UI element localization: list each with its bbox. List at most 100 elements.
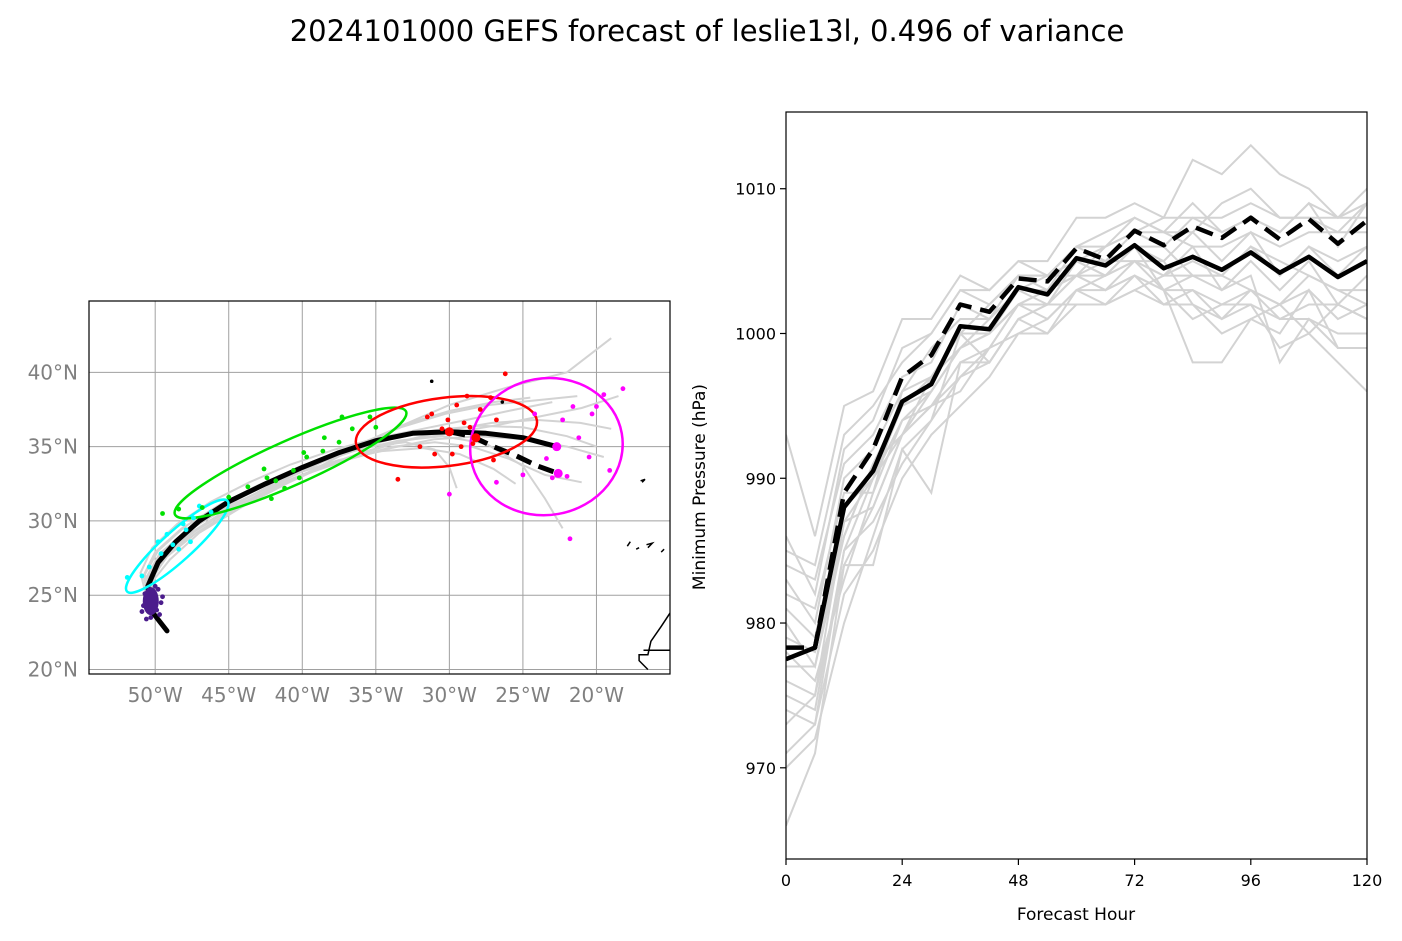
member-point-t2-7 (291, 468, 296, 473)
coastline-6 (677, 543, 686, 549)
member-point-t2-19 (282, 485, 288, 491)
pressure-member-14 (786, 259, 1367, 827)
lat-tick-label-1: 25°N (28, 583, 78, 607)
member-point-t3-5 (461, 420, 467, 426)
member-point-t2-15 (268, 496, 274, 502)
member-point-t3-15 (424, 414, 430, 420)
member-point-t4-3 (532, 411, 538, 417)
pressure-member-16 (786, 288, 1367, 726)
y-tick-label-1: 980 (745, 614, 776, 633)
map-coastlines (626, 478, 686, 671)
pressure-panel: 0 24 48 72 96 120 970 980 990 1000 1010 Forecast H… (690, 111, 1382, 925)
member-point-t2-11 (349, 426, 355, 432)
lon-tick-label-0: 50°W (128, 683, 183, 707)
coastline-4 (626, 541, 631, 547)
mean-marker-t3-1 (471, 433, 481, 443)
member-track-8 (142, 447, 517, 600)
pressure-dashed-line (786, 215, 1367, 650)
mean-track-solid (145, 429, 560, 634)
member-point-t4-2 (520, 472, 526, 478)
x-tick-label-4: 96 (1241, 871, 1261, 890)
member-point-t2-14 (321, 435, 327, 441)
member-point-t0-14 (160, 594, 165, 600)
ellipse-t3 (354, 394, 539, 469)
member-point-t2-4 (245, 484, 251, 490)
member-point-t4-7 (567, 536, 573, 542)
member-point-t2-8 (304, 454, 310, 460)
lon-tick-label-5: 25°W (495, 683, 550, 707)
lat-tick-label-3: 35°N (28, 435, 78, 459)
y-tick-label-0: 970 (745, 759, 776, 778)
map-panel: 50°W 45°W 40°W 35°W 30°W 25°W 20°W 20°N 25°N 30°N… (28, 300, 686, 707)
pressure-solid-line (786, 242, 1367, 662)
member-point-t3-18 (467, 424, 473, 430)
member-point-t4-15 (601, 392, 607, 398)
member-point-t2-0 (160, 511, 165, 516)
member-point-t4-11 (620, 386, 626, 392)
pressure-member-12 (786, 274, 1367, 726)
x-tick-label-0: 0 (781, 871, 791, 890)
member-point-t3-0 (395, 476, 401, 482)
pressure-member-0 (786, 143, 1367, 537)
pressure-member-lines (786, 143, 1367, 827)
member-point-t2-20 (373, 424, 379, 430)
member-point-t2-12 (339, 414, 345, 420)
pressure-frame (785, 111, 1368, 860)
lat-tick-label-0: 20°N (28, 658, 78, 682)
member-point-t2-9 (320, 448, 326, 454)
lon-tick-label-3: 35°W (348, 683, 403, 707)
lon-tick-label-2: 40°W (275, 683, 330, 707)
map-frame (88, 300, 671, 675)
x-tick-label-5: 120 (1352, 871, 1383, 890)
figure-title: 2024101000 GEFS forecast of leslie13l, 0… (290, 14, 1125, 48)
member-point-t0-8 (158, 600, 164, 606)
member-point-t4-5 (560, 417, 566, 423)
y-tick-label-2: 990 (745, 469, 776, 488)
lon-tick-label-6: 20°W (569, 683, 624, 707)
member-point-t2-3 (226, 494, 232, 500)
x-axis-label: Forecast Hour (1017, 905, 1135, 925)
pressure-ticks: 0 24 48 72 96 120 970 980 990 1000 1010 (735, 180, 1382, 890)
y-tick-label-4: 1010 (735, 180, 776, 199)
member-point-t2-16 (296, 475, 302, 481)
point-cluster-t0 (142, 587, 159, 616)
member-point-t4-6 (570, 404, 576, 409)
member-point-t3-3 (439, 426, 445, 432)
coastline-5 (635, 547, 640, 550)
member-point-t0-5 (155, 586, 161, 592)
member-point-t0-6 (139, 609, 145, 614)
map-grid (89, 301, 670, 674)
member-point-t3-14 (445, 417, 451, 423)
member-point-t3-4 (449, 451, 455, 457)
ellipse-t2 (173, 406, 408, 520)
member-point-t1-9 (208, 509, 214, 515)
member-point-t1-1 (146, 564, 152, 570)
coastline-0 (638, 612, 670, 671)
member-track-10 (139, 401, 553, 597)
x-tick-label-1: 24 (892, 871, 912, 890)
member-point-t1-10 (155, 539, 161, 545)
member-point-t4-10 (607, 468, 613, 473)
member-point-t2-2 (199, 505, 205, 510)
coastline-3 (660, 548, 665, 553)
member-point-t1-6 (176, 546, 182, 552)
pressure-member-17 (786, 245, 1367, 755)
member-point-t4-13 (576, 435, 582, 441)
mean-marker-t4-2 (552, 442, 562, 452)
mean-marker-t3-0 (444, 427, 454, 437)
member-point-t4-14 (589, 411, 595, 417)
ellipse-t4 (468, 376, 624, 517)
member-point-t4-12 (564, 473, 570, 479)
map-tick-labels: 50°W 45°W 40°W 35°W 30°W 25°W 20°W 20°N 25°N 30°N… (28, 360, 625, 707)
member-point-t1-12 (188, 539, 193, 545)
lon-tick-label-4: 30°W (422, 683, 477, 707)
extra-point-0 (429, 379, 434, 384)
pressure-main-lines (786, 215, 1367, 662)
member-point-t3-2 (429, 411, 435, 417)
mean-marker-t4-3 (553, 468, 563, 478)
member-point-t2-6 (273, 478, 279, 484)
member-point-t2-1 (176, 506, 182, 512)
member-point-t3-10 (502, 371, 508, 377)
member-point-t3-13 (464, 393, 470, 399)
